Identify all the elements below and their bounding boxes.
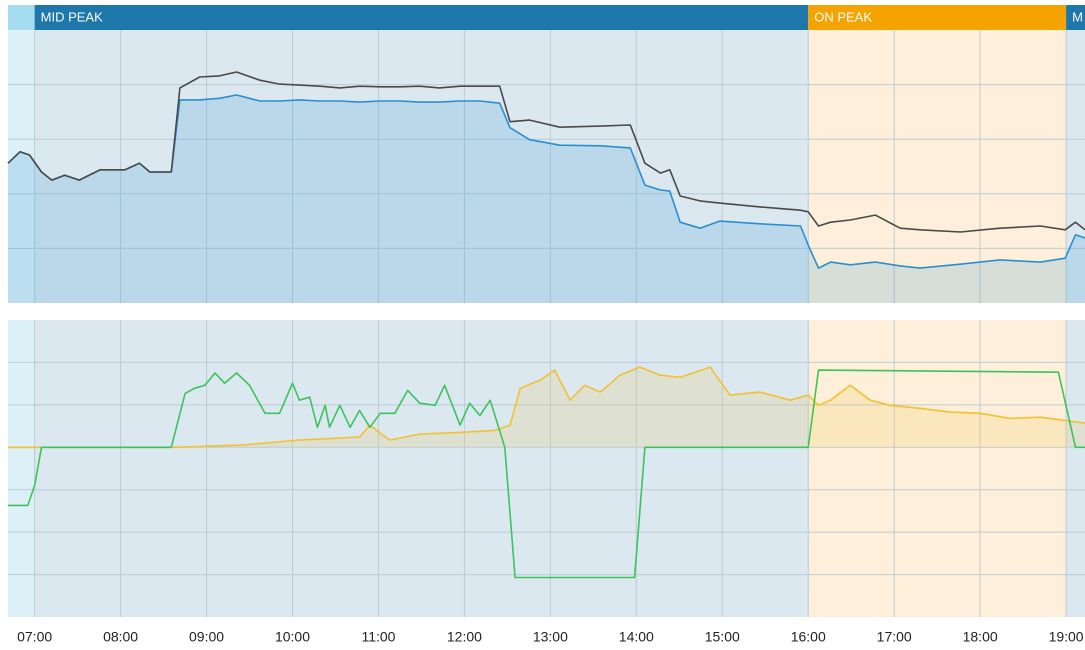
x-tick-label: 16:00	[791, 629, 826, 645]
x-tick-label: 09:00	[189, 629, 224, 645]
band-header	[8, 5, 35, 30]
band-label: M	[1072, 9, 1083, 24]
line	[8, 369, 1085, 579]
x-tick-label: 11:00	[361, 629, 395, 645]
band-background	[1066, 320, 1085, 617]
area	[8, 367, 1085, 448]
band-background	[34, 30, 809, 303]
x-tick-label: 17:00	[877, 629, 912, 645]
band-header	[808, 5, 1067, 30]
band-background	[808, 320, 1067, 617]
x-tick-label: 18:00	[963, 629, 998, 645]
band-background	[808, 30, 1067, 303]
x-tick-label: 12:00	[447, 629, 482, 645]
band-header	[34, 5, 809, 30]
area	[8, 95, 1085, 303]
line	[8, 366, 1085, 449]
x-tick-label: 14:00	[619, 629, 654, 645]
x-tick-label: 08:00	[103, 629, 138, 645]
band-label: MID PEAK	[41, 9, 103, 24]
x-tick-label: 07:00	[17, 629, 52, 645]
band-label: ON PEAK	[814, 9, 872, 24]
x-tick-label: 19:00	[1049, 629, 1084, 645]
band-background	[8, 320, 35, 617]
line	[7, 71, 1085, 233]
band-header	[1066, 5, 1085, 30]
x-tick-label: 10:00	[275, 629, 310, 645]
band-background	[34, 320, 809, 617]
x-tick-label: 13:00	[533, 629, 568, 645]
x-tick-label: 15:00	[705, 629, 740, 645]
band-background	[1066, 30, 1085, 303]
band-background	[8, 30, 35, 303]
